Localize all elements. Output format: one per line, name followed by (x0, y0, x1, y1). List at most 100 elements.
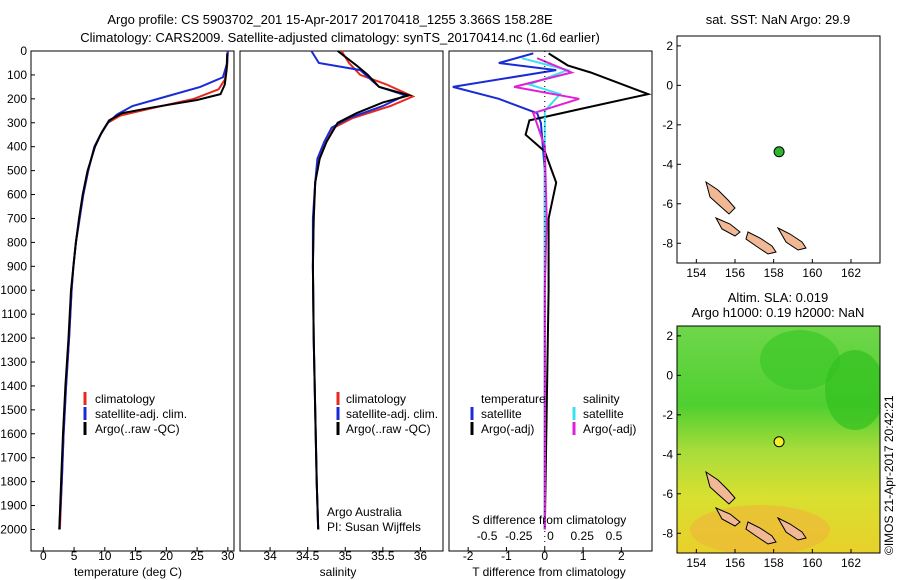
lat-tick-label: 2 (666, 39, 673, 53)
s-diff-tick-label: 0.5 (606, 529, 623, 543)
sst-map-coastline (705, 180, 807, 255)
depth-tick-label: 200 (7, 92, 27, 106)
depth-tick-label: 1400 (0, 379, 27, 393)
difference-axes-box (448, 50, 653, 552)
t-difference-tick-labels: -2 -1 0 1 2 (463, 547, 625, 563)
legend-label-s-satellite: satellite (583, 407, 624, 421)
lon-tick-label: 160 (802, 556, 822, 570)
s-diff-tick-label: -0.25 (505, 529, 533, 543)
temperature-panel: 0100200300400500600700800900100011001200… (0, 44, 235, 579)
depth-tick-label: 1200 (0, 331, 27, 345)
sst-map-tick-labels: 154 156 158 160 162 2 0 -2 -4 -6 -8 (662, 39, 861, 280)
temperature-axes-box (30, 50, 235, 552)
legend-label-s-argo: Argo(-adj) (583, 422, 636, 436)
temperature-axis-label: temperature (deg C) (74, 565, 182, 579)
temperature-profile-lines (58, 50, 229, 530)
x-tick-label: 15 (129, 549, 143, 563)
land-islet (714, 216, 741, 237)
sst-argo-marker (773, 146, 785, 158)
imos-credit: ©IMOS 21-Apr-2017 20:42:21 (882, 395, 896, 555)
land-malaita (776, 516, 807, 541)
depth-tick-label: 1800 (0, 475, 27, 489)
series-climatology (311, 50, 416, 530)
salinity-axis-label: salinity (320, 565, 357, 579)
x-tick-label: 25 (190, 549, 204, 563)
series-climatology (58, 50, 229, 530)
sla-high-patch-east (825, 350, 880, 430)
lon-tick-label: 162 (841, 266, 861, 280)
x-tick-label: 5 (71, 549, 78, 563)
legend-heading-salinity: salinity (583, 392, 620, 406)
depth-tick-label: 1500 (0, 403, 27, 417)
temperature-legend: climatology satellite-adj. clim. Argo(..… (83, 392, 187, 436)
sla-map-title-line2: Argo h1000: 0.19 h2000: NaN (692, 305, 865, 320)
t-difference-axis-label: T difference from climatology (472, 565, 626, 579)
depth-tick-label: 600 (7, 188, 27, 202)
depth-tick-label: 1900 (0, 499, 27, 513)
salinity-difference-legend: salinity satellite Argo(-adj) (572, 392, 636, 436)
x-tick-label: 10 (98, 549, 112, 563)
x-tick-label: 0 (40, 549, 47, 563)
lat-tick-label: -2 (662, 408, 673, 422)
land-solomon-islands (705, 470, 736, 505)
difference-panel: -2 -1 0 1 2 -0.5 -0.25 0 0.25 0.5 S difference f… (448, 50, 653, 579)
lat-tick-label: -4 (662, 447, 673, 461)
sla-map-coastline (705, 470, 807, 545)
legend-label-climatology: climatology (346, 392, 406, 406)
series-argo-raw-qc- (58, 53, 229, 530)
land-islet (714, 506, 741, 527)
salinity-legend: climatology satellite-adj. clim. Argo(..… (336, 392, 438, 436)
lat-tick-label: 0 (666, 368, 673, 382)
depth-tick-label: 700 (7, 211, 27, 225)
x-tick-label: -1 (501, 549, 512, 563)
lon-tick-label: 156 (725, 556, 745, 570)
x-tick-label: 35 (339, 549, 353, 563)
salinity-panel: 34 34.5 35 35.5 36 salinity climatology sate… (239, 50, 444, 579)
salinity-axes-box (239, 50, 444, 552)
x-tick-label: 34 (263, 549, 277, 563)
legend-heading-temperature: temperature (481, 392, 546, 406)
lat-tick-label: -4 (662, 157, 673, 171)
s-diff-tick-label: -0.5 (477, 529, 498, 543)
x-tick-label: 35.5 (371, 549, 395, 563)
depth-tick-label: 100 (7, 68, 27, 82)
lat-tick-label: -8 (662, 526, 673, 540)
lat-tick-label: -6 (662, 487, 673, 501)
x-tick-label: 34.5 (296, 549, 320, 563)
legend-label-satellite: satellite-adj. clim. (95, 407, 187, 421)
series-salinity-argo-adj- (513, 57, 580, 530)
s-difference-axis-label: S difference from climatology (472, 513, 627, 527)
depth-tick-label: 0 (20, 44, 27, 58)
figure-title-line2: Climatology: CARS2009. Satellite-adjuste… (80, 30, 600, 45)
depth-tick-label: 300 (7, 116, 27, 130)
depth-tick-label: 2000 (0, 522, 27, 536)
lat-tick-label: 2 (666, 329, 673, 343)
figure-title-line1: Argo profile: CS 5903702_201 15-Apr-2017… (107, 12, 553, 27)
argo-australia-note: Argo Australia (327, 505, 402, 519)
land-solomon-islands (705, 180, 736, 215)
depth-tick-label: 1600 (0, 427, 27, 441)
sla-map-title-line1: Altim. SLA: 0.019 (728, 290, 828, 305)
series-temperature-satellite (452, 52, 557, 530)
s-difference-tick-labels: -0.5 -0.25 0 0.25 0.5 (477, 529, 623, 543)
depth-tick-label: 1700 (0, 451, 27, 465)
x-tick-label: 20 (160, 549, 174, 563)
lon-tick-label: 162 (841, 556, 861, 570)
x-tick-label: -2 (463, 549, 474, 563)
x-tick-label: 0 (541, 549, 548, 563)
depth-tick-label: 500 (7, 164, 27, 178)
temperature-tick-labels: 0 5 10 15 20 25 30 (40, 547, 235, 563)
series-satellite-adj-clim- (310, 50, 409, 530)
lon-tick-label: 158 (764, 556, 784, 570)
pi-note: PI: Susan Wijffels (327, 520, 421, 534)
depth-tick-label: 1300 (0, 355, 27, 369)
sla-argo-marker (773, 436, 785, 448)
legend-label-satellite: satellite-adj. clim. (346, 407, 438, 421)
x-tick-label: 2 (618, 549, 625, 563)
sla-high-patch (760, 330, 840, 390)
legend-label-climatology: climatology (95, 392, 155, 406)
depth-tick-labels: 0 100 200 300 400 500 600 700 800 900 1000 1100 1200… (0, 44, 35, 536)
legend-label-t-argo: Argo(-adj) (481, 422, 534, 436)
lat-tick-label: 0 (666, 78, 673, 92)
